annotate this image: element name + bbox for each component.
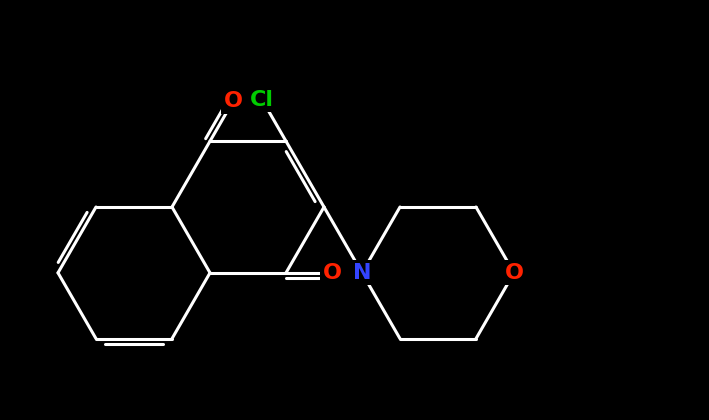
Text: O: O	[505, 263, 523, 283]
Text: O: O	[323, 263, 342, 283]
Text: O: O	[223, 91, 242, 111]
Text: Cl: Cl	[250, 89, 274, 110]
Text: N: N	[353, 263, 372, 283]
